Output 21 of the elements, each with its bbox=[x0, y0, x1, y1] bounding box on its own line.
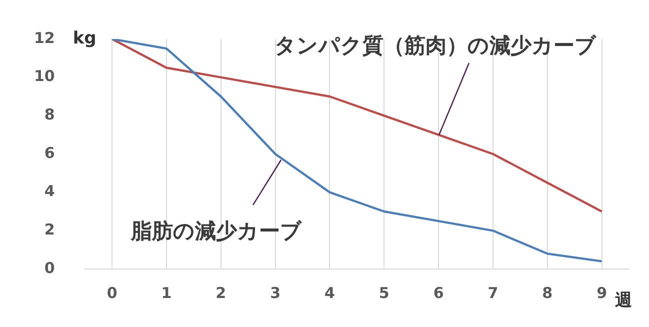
annotation: タンパク質（筋肉）の減少カーブ bbox=[274, 33, 598, 58]
y-tick-label: 4 bbox=[44, 182, 55, 200]
x-tick-label: 6 bbox=[433, 284, 444, 302]
y-tick-label: 2 bbox=[44, 220, 55, 239]
x-axis-title: 週 bbox=[614, 290, 632, 310]
y-tick-label: 8 bbox=[44, 106, 55, 124]
x-tick-label: 3 bbox=[270, 284, 281, 302]
y-tick-label: 0 bbox=[44, 258, 55, 277]
x-tick-label: 9 bbox=[596, 284, 608, 302]
y-axis-title: kg bbox=[72, 28, 96, 48]
x-tick-label: 0 bbox=[106, 284, 118, 302]
y-tick-label: 12 bbox=[34, 28, 55, 47]
x-tick-label: 1 bbox=[161, 284, 172, 302]
x-tick-label: 2 bbox=[216, 284, 226, 302]
x-tick-label: 4 bbox=[324, 284, 335, 302]
x-tick-label: 7 bbox=[488, 284, 498, 302]
annotation: 脂肪の減少カーブ bbox=[130, 219, 303, 244]
y-tick-label: 10 bbox=[34, 67, 55, 86]
x-tick-label: 8 bbox=[542, 284, 553, 302]
x-tick-label: 5 bbox=[378, 284, 390, 302]
y-tick-label: 6 bbox=[44, 144, 55, 162]
